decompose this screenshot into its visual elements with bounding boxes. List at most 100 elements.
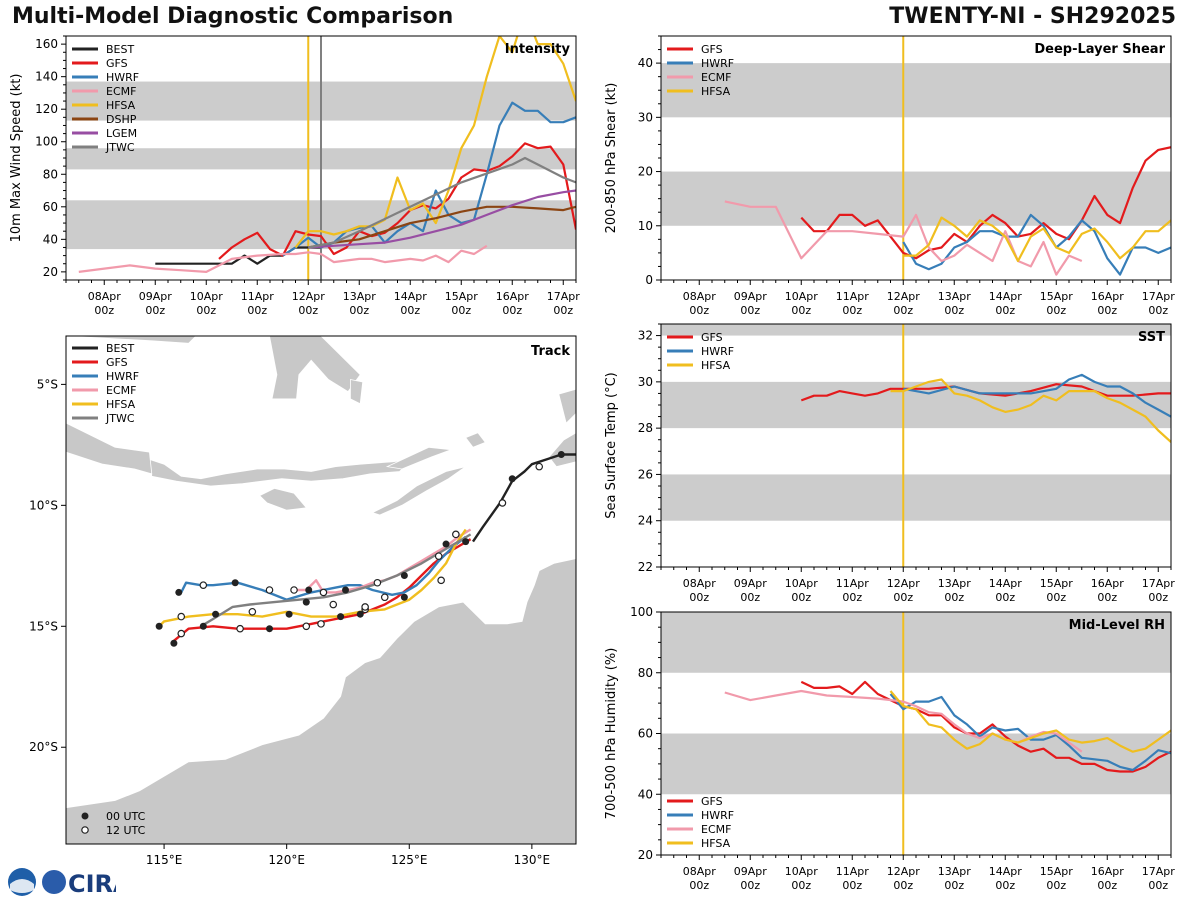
series-line-gfs	[800, 146, 1171, 260]
legend-marker-label: 12 UTC	[106, 824, 146, 837]
track-marker-12utc	[302, 622, 311, 631]
lon-tick-label: 125°E	[391, 853, 428, 867]
track-line-hwrf	[180, 535, 467, 601]
land-aru-kei	[558, 388, 576, 424]
cira-logo: CIRA	[8, 868, 116, 898]
x-tick-label-hour: 00z	[791, 304, 811, 317]
legend-label-best: BEST	[106, 43, 134, 56]
y-tick-label: 32	[638, 329, 653, 343]
series-line-hfsa	[889, 690, 1171, 753]
legend-label-gfs: GFS	[106, 356, 128, 369]
track-marker-00utc	[266, 625, 274, 633]
track-marker-00utc	[175, 588, 183, 596]
x-tick-label-hour: 00z	[791, 879, 811, 892]
x-tick-label-day: 10Apr	[785, 290, 819, 303]
x-tick-label-hour: 00z	[145, 304, 165, 317]
x-tick-label-day: 17Apr	[547, 290, 581, 303]
track-marker-12utc	[373, 578, 382, 587]
x-tick-label-hour: 00z	[1148, 879, 1168, 892]
x-tick-label-hour: 00z	[740, 591, 760, 604]
plot-frame	[660, 323, 1172, 568]
shading-band	[661, 612, 1171, 673]
x-tick-label-day: 08Apr	[88, 290, 122, 303]
track-marker-00utc	[400, 571, 408, 579]
legend-label-jtwc: JTWC	[105, 141, 135, 154]
legend-label-ecmf: ECMF	[106, 85, 136, 98]
x-tick-label-day: 15Apr	[1040, 290, 1074, 303]
legend-marker-label: 00 UTC	[106, 810, 146, 823]
track-marker-12utc	[498, 499, 507, 507]
legend-label-dshp: DSHP	[106, 113, 137, 126]
x-tick-label-hour: 00z	[689, 879, 709, 892]
y-tick-label: 10	[638, 219, 653, 233]
lat-tick-label: 20°S	[29, 740, 58, 754]
land-sumba	[259, 487, 308, 511]
y-tick-label: 40	[638, 787, 653, 801]
x-tick-label-day: 13Apr	[938, 290, 972, 303]
land-buton	[350, 379, 364, 405]
legend-label-hfsa: HFSA	[701, 85, 731, 98]
track-marker-00utc	[462, 538, 470, 546]
y-tick-label: 80	[43, 167, 58, 181]
y-tick-label: 20	[638, 165, 653, 179]
track-marker-00utc	[442, 540, 450, 548]
x-tick-label-hour: 00z	[944, 879, 964, 892]
x-tick-label-day: 09Apr	[139, 290, 173, 303]
track-marker-12utc	[319, 588, 328, 597]
y-tick-label: 60	[43, 200, 58, 214]
x-tick-label-hour: 00z	[1148, 304, 1168, 317]
x-tick-label-day: 13Apr	[938, 865, 972, 878]
x-tick-label-hour: 00z	[791, 591, 811, 604]
track-marker-12utc	[177, 612, 186, 621]
x-tick-label-day: 16Apr	[1091, 290, 1125, 303]
x-tick-label-hour: 00z	[1097, 879, 1117, 892]
land-sulawesi-south	[269, 336, 361, 400]
legend-label-gfs: GFS	[701, 43, 723, 56]
land-timor	[371, 466, 466, 516]
storm-id-title: TWENTY-NI - SH292025	[889, 4, 1176, 29]
map-frame	[65, 335, 577, 845]
y-axis-label: 700-500 hPa Humidity (%)	[604, 648, 619, 820]
x-tick-label-day: 15Apr	[1040, 577, 1074, 590]
lon-tick-label: 120°E	[268, 853, 305, 867]
x-tick-label-hour: 00z	[842, 304, 862, 317]
legend-label-hwrf: HWRF	[106, 370, 139, 383]
track-marker-00utc	[212, 610, 220, 618]
shading-band	[661, 63, 1171, 118]
x-tick-label-day: 11Apr	[241, 290, 275, 303]
series-line-hwrf	[889, 693, 1171, 772]
x-tick-label-hour: 00z	[502, 304, 522, 317]
x-tick-label-day: 10Apr	[785, 865, 819, 878]
y-tick-label: 120	[35, 102, 58, 116]
series-line-lgem	[308, 189, 576, 249]
x-tick-label-day: 11Apr	[836, 865, 870, 878]
x-tick-label-hour: 00z	[196, 304, 216, 317]
x-tick-label-day: 15Apr	[1040, 865, 1074, 878]
x-tick-label-day: 11Apr	[836, 577, 870, 590]
track-marker-00utc	[155, 622, 163, 630]
y-tick-label: 0	[645, 273, 653, 287]
series-line-hfsa	[903, 216, 1171, 263]
x-tick-label-hour: 00z	[893, 591, 913, 604]
svg-text:CIRA: CIRA	[68, 870, 116, 898]
track-line-hfsa	[158, 528, 467, 628]
y-axis-label: Sea Surface Temp (°C)	[604, 372, 619, 519]
y-tick-label: 28	[638, 421, 653, 435]
y-tick-label: 20	[43, 265, 58, 279]
x-tick-label-day: 14Apr	[989, 577, 1023, 590]
lon-tick-label: 130°E	[514, 853, 551, 867]
x-tick-label-hour: 00z	[995, 304, 1015, 317]
y-tick-label: 140	[35, 70, 58, 84]
panel-shear: 01020304008Apr00z09Apr00z10Apr00z11Apr00…	[604, 35, 1175, 317]
panel-title: Deep-Layer Shear	[1034, 42, 1165, 57]
legend-label-ecmf: ECMF	[701, 823, 731, 836]
series-line-hwrf	[902, 213, 1171, 276]
track-marker-12utc	[452, 530, 460, 539]
x-tick-label-hour: 00z	[1097, 304, 1117, 317]
track-marker-00utc	[305, 586, 313, 594]
x-tick-label-hour: 00z	[995, 879, 1015, 892]
track-line-jtwc	[200, 533, 472, 628]
x-tick-label-hour: 00z	[1148, 591, 1168, 604]
panel-title: Track	[531, 344, 570, 359]
